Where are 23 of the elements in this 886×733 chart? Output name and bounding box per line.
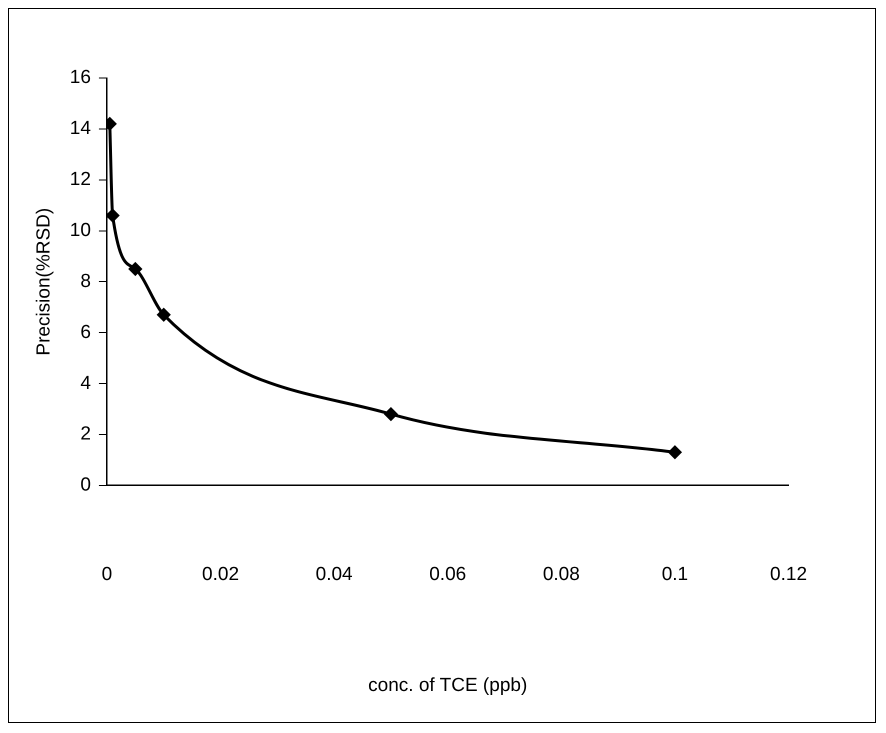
y-tick-label: 14 bbox=[70, 118, 92, 140]
x-tick-label: 0.12 bbox=[770, 564, 807, 586]
x-tick-label: 0.04 bbox=[316, 564, 354, 586]
y-tick-label: 4 bbox=[80, 372, 92, 394]
x-tick-label: 0.06 bbox=[429, 564, 466, 586]
y-tick-label: 0 bbox=[80, 474, 91, 496]
y-tick-label: 6 bbox=[80, 322, 91, 343]
y-tick-label: 8 bbox=[80, 270, 91, 292]
y-tick-label: 12 bbox=[70, 169, 91, 190]
x-tick-label: 0.08 bbox=[542, 564, 580, 586]
point bbox=[157, 308, 170, 322]
x-tick-label: 0 bbox=[102, 564, 112, 586]
point bbox=[384, 408, 398, 421]
point bbox=[106, 209, 120, 222]
x-axis-title: conc. of TCE (ppb) bbox=[368, 674, 528, 696]
y-tick-label: 16 bbox=[70, 67, 91, 88]
x-tick-label: 0.02 bbox=[202, 564, 240, 586]
y-tick-label: 2 bbox=[80, 424, 91, 445]
y-axis-title: Precision(%RSD) bbox=[34, 208, 55, 356]
point bbox=[128, 262, 142, 276]
point bbox=[668, 446, 682, 459]
y-tick-label: 10 bbox=[70, 220, 91, 242]
x-tick-label: 0.1 bbox=[662, 564, 688, 586]
